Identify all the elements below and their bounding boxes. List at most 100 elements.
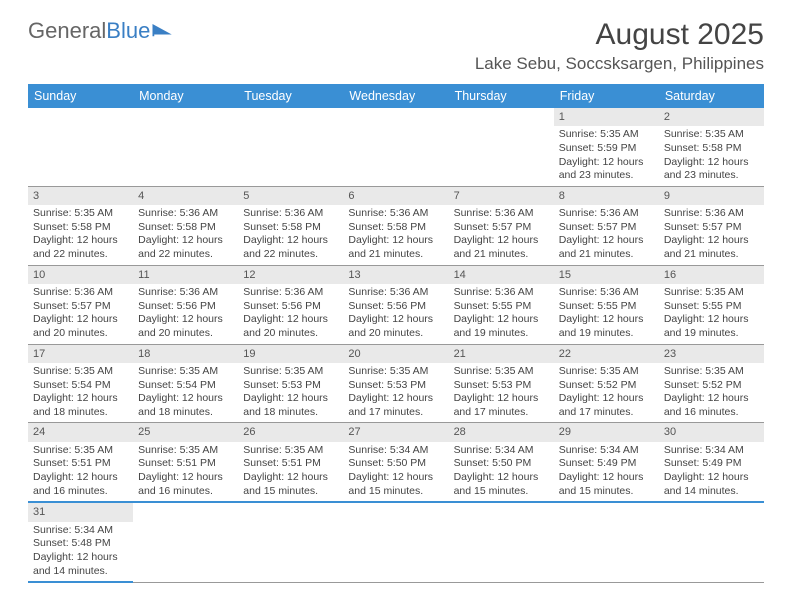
daylight-line1: Daylight: 12 hours: [454, 471, 549, 485]
sunset-line: Sunset: 5:57 PM: [559, 221, 654, 235]
sunrise-line: Sunrise: 5:35 AM: [664, 365, 759, 379]
day-number: 18: [133, 345, 238, 363]
day-number: 12: [238, 266, 343, 284]
daylight-line1: Daylight: 12 hours: [454, 392, 549, 406]
day-details: Sunrise: 5:35 AMSunset: 5:53 PMDaylight:…: [238, 363, 343, 423]
day-number: 14: [449, 266, 554, 284]
calendar-day-empty: [659, 503, 764, 583]
calendar-week: 17Sunrise: 5:35 AMSunset: 5:54 PMDayligh…: [28, 345, 764, 424]
sunset-line: Sunset: 5:48 PM: [33, 537, 128, 551]
day-number: 11: [133, 266, 238, 284]
calendar-day: 4Sunrise: 5:36 AMSunset: 5:58 PMDaylight…: [133, 187, 238, 266]
calendar-day-empty: [554, 503, 659, 583]
dow-header-cell: Wednesday: [343, 84, 448, 108]
day-details: Sunrise: 5:35 AMSunset: 5:54 PMDaylight:…: [28, 363, 133, 423]
dow-header-cell: Tuesday: [238, 84, 343, 108]
sunrise-line: Sunrise: 5:34 AM: [454, 444, 549, 458]
daylight-line1: Daylight: 12 hours: [559, 156, 654, 170]
calendar-day: 14Sunrise: 5:36 AMSunset: 5:55 PMDayligh…: [449, 266, 554, 345]
daylight-line1: Daylight: 12 hours: [243, 234, 338, 248]
calendar-day: 11Sunrise: 5:36 AMSunset: 5:56 PMDayligh…: [133, 266, 238, 345]
sunset-line: Sunset: 5:58 PM: [664, 142, 759, 156]
daylight-line2: and 20 minutes.: [138, 327, 233, 341]
calendar-day-empty: [343, 108, 448, 187]
sunrise-line: Sunrise: 5:36 AM: [348, 207, 443, 221]
sunrise-line: Sunrise: 5:35 AM: [559, 128, 654, 142]
calendar-day: 12Sunrise: 5:36 AMSunset: 5:56 PMDayligh…: [238, 266, 343, 345]
calendar-day: 10Sunrise: 5:36 AMSunset: 5:57 PMDayligh…: [28, 266, 133, 345]
daylight-line2: and 15 minutes.: [454, 485, 549, 499]
calendar-day: 9Sunrise: 5:36 AMSunset: 5:57 PMDaylight…: [659, 187, 764, 266]
daylight-line2: and 21 minutes.: [559, 248, 654, 262]
calendar-weeks: 1Sunrise: 5:35 AMSunset: 5:59 PMDaylight…: [28, 108, 764, 583]
sunrise-line: Sunrise: 5:36 AM: [454, 286, 549, 300]
calendar-week: 10 Sunrise: 5:36 AM Sunset: 5:57 PM Dayligh…: [28, 266, 764, 345]
sunset-line: Sunset: 5:53 PM: [243, 379, 338, 393]
sunrise-line: Sunrise: 5:35 AM: [664, 286, 759, 300]
daylight-line2: and 20 minutes.: [33, 327, 128, 341]
daylight-line1: Daylight: 12 hours: [33, 234, 128, 248]
sunrise-line: Sunrise: 5:35 AM: [348, 365, 443, 379]
daylight-line1: Daylight: 12 hours: [138, 313, 233, 327]
daylight-line2: and 20 minutes.: [348, 327, 443, 341]
sunrise-line: Sunrise: 5:34 AM: [348, 444, 443, 458]
daylight-line1: Daylight: 12 hours: [348, 234, 443, 248]
daylight-line2: and 22 minutes.: [138, 248, 233, 262]
daylight-line1: Daylight: 12 hours: [559, 313, 654, 327]
sunset-line: Sunset: 5:53 PM: [454, 379, 549, 393]
sunrise-line: Sunrise: 5:35 AM: [138, 365, 233, 379]
calendar: SundayMondayTuesdayWednesdayThursdayFrid…: [28, 84, 764, 583]
daylight-line2: and 19 minutes.: [454, 327, 549, 341]
day-details: Sunrise: 5:36 AMSunset: 5:56 PMDaylight:…: [133, 284, 238, 344]
daylight-line1: Daylight: 12 hours: [33, 392, 128, 406]
sunset-line: Sunset: 5:52 PM: [559, 379, 654, 393]
day-details: Sunrise: 5:35 AMSunset: 5:54 PMDaylight:…: [133, 363, 238, 423]
daylight-line1: Daylight: 12 hours: [243, 313, 338, 327]
title-location: Lake Sebu, Soccsksargen, Philippines: [475, 54, 764, 74]
daylight-line1: Daylight: 12 hours: [33, 471, 128, 485]
daylight-line2: and 14 minutes.: [33, 565, 128, 579]
sunset-line: Sunset: 5:57 PM: [33, 300, 128, 314]
day-number: 9: [659, 187, 764, 205]
day-details: Sunrise: 5:36 AMSunset: 5:57 PMDaylight:…: [554, 205, 659, 265]
daylight-line2: and 16 minutes.: [138, 485, 233, 499]
day-details: Sunrise: 5:35 AMSunset: 5:52 PMDaylight:…: [554, 363, 659, 423]
sunset-line: Sunset: 5:56 PM: [138, 300, 233, 314]
header: GeneralBlue August 2025 Lake Sebu, Soccs…: [28, 18, 764, 74]
daylight-line1: Daylight: 12 hours: [664, 234, 759, 248]
sunrise-line: Sunrise: 5:35 AM: [243, 365, 338, 379]
brand-flag-icon: [152, 18, 174, 32]
calendar-week: 31Sunrise: 5:34 AMSunset: 5:48 PMDayligh…: [28, 503, 764, 583]
calendar-day: 27Sunrise: 5:34 AMSunset: 5:50 PMDayligh…: [343, 423, 448, 503]
sunrise-line: Sunrise: 5:36 AM: [243, 207, 338, 221]
sunset-line: Sunset: 5:55 PM: [664, 300, 759, 314]
daylight-line2: and 15 minutes.: [348, 485, 443, 499]
day-number: 24: [28, 423, 133, 441]
sunrise-line: Sunrise: 5:35 AM: [664, 128, 759, 142]
day-details: Sunrise: 5:36 AMSunset: 5:55 PMDaylight:…: [554, 284, 659, 344]
daylight-line1: Daylight: 12 hours: [664, 313, 759, 327]
day-number: 8: [554, 187, 659, 205]
calendar-day: 15Sunrise: 5:36 AMSunset: 5:55 PMDayligh…: [554, 266, 659, 345]
daylight-line2: and 18 minutes.: [243, 406, 338, 420]
day-of-week-header: SundayMondayTuesdayWednesdayThursdayFrid…: [28, 84, 764, 108]
day-number: 29: [554, 423, 659, 441]
day-number: 17: [28, 345, 133, 363]
sunset-line: Sunset: 5:55 PM: [559, 300, 654, 314]
sunset-line: Sunset: 5:59 PM: [559, 142, 654, 156]
day-number: 31: [28, 503, 133, 521]
day-details: Sunrise: 5:35 AMSunset: 5:51 PMDaylight:…: [133, 442, 238, 502]
day-number: 16: [659, 266, 764, 284]
sunrise-line: Sunrise: 5:35 AM: [33, 444, 128, 458]
calendar-day: 24Sunrise: 5:35 AMSunset: 5:51 PMDayligh…: [28, 423, 133, 503]
daylight-line1: Daylight: 12 hours: [454, 313, 549, 327]
day-number: 4: [133, 187, 238, 205]
day-number: 10: [28, 266, 133, 284]
sunset-line: Sunset: 5:53 PM: [348, 379, 443, 393]
daylight-line1: Daylight: 12 hours: [559, 471, 654, 485]
calendar-day: 19Sunrise: 5:35 AMSunset: 5:53 PMDayligh…: [238, 345, 343, 424]
day-details: Sunrise: 5:35 AMSunset: 5:59 PMDaylight:…: [554, 126, 659, 186]
sunrise-line: Sunrise: 5:36 AM: [243, 286, 338, 300]
day-details: Sunrise: 5:34 AMSunset: 5:49 PMDaylight:…: [554, 442, 659, 502]
day-number: 30: [659, 423, 764, 441]
